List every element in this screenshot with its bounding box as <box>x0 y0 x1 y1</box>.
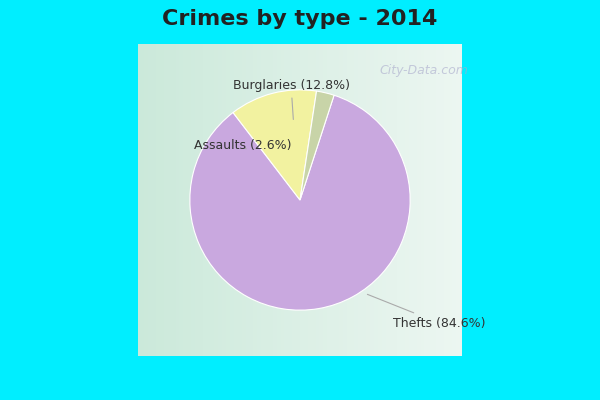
Text: City-Data.com: City-Data.com <box>380 64 469 77</box>
Wedge shape <box>300 91 334 200</box>
Text: Burglaries (12.8%): Burglaries (12.8%) <box>233 80 350 120</box>
Text: Crimes by type - 2014: Crimes by type - 2014 <box>163 9 437 29</box>
Text: Thefts (84.6%): Thefts (84.6%) <box>367 294 486 330</box>
Text: Assaults (2.6%): Assaults (2.6%) <box>194 139 291 152</box>
Wedge shape <box>233 90 317 200</box>
Wedge shape <box>190 95 410 310</box>
